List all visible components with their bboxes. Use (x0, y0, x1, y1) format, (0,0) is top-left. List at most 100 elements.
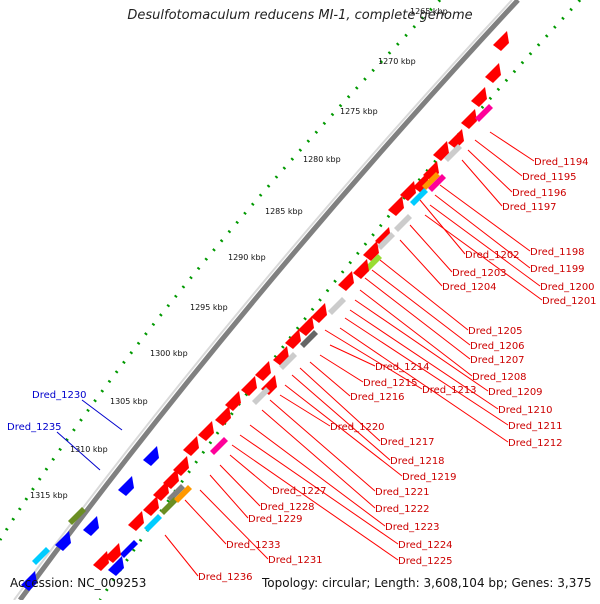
gene-label: Dred_1212 (508, 438, 563, 449)
label-leader (164, 534, 199, 577)
gene-label: Dred_1235 (7, 422, 62, 433)
gene-arrow (298, 316, 314, 336)
gene-box (32, 547, 50, 565)
label-leader (291, 374, 391, 461)
gene-box (394, 214, 412, 232)
gene-arrow (83, 516, 99, 536)
label-leader (409, 224, 453, 273)
label-leader (231, 444, 399, 561)
label-leader (209, 474, 249, 519)
gene-label: Dred_1218 (390, 456, 445, 467)
gene-label: Dred_1202 (465, 250, 520, 261)
gene-label: Dred_1216 (350, 392, 405, 403)
gene-label: Dred_1196 (512, 188, 567, 199)
gene-label: Dred_1197 (502, 202, 557, 213)
gene-box (279, 352, 297, 370)
gene-label: Dred_1227 (272, 486, 327, 497)
gene-arrow (338, 271, 354, 291)
gene-arrow (461, 109, 477, 129)
gene-features-layer (21, 31, 509, 591)
label-leader (371, 269, 471, 346)
gene-label: Dred_1231 (268, 555, 323, 566)
label-leader (359, 289, 473, 377)
gene-label: Dred_1203 (452, 268, 507, 279)
label-leader (461, 159, 503, 207)
gene-arrow (400, 181, 416, 201)
gene-label: Dred_1194 (534, 157, 589, 168)
gene-arrow (105, 543, 121, 563)
gene-box (167, 484, 185, 502)
label-leader (269, 399, 376, 492)
gene-box (428, 174, 446, 192)
label-leader (284, 384, 403, 477)
gene-arrow (285, 329, 301, 349)
gene-label: Dred_1198 (530, 247, 585, 258)
gene-box (210, 437, 228, 455)
label-leader (349, 309, 499, 410)
topology-text: Topology: circular; Length: 3,608,104 bp… (262, 576, 592, 590)
gene-arrow (433, 141, 449, 161)
scale-label: 1315 kbp (30, 491, 68, 500)
label-leader (379, 259, 469, 331)
gene-arrow (311, 303, 327, 323)
gene-arrow (55, 531, 71, 551)
gene-label: Dred_1236 (198, 572, 253, 583)
gene-box (160, 497, 178, 515)
label-leader (309, 361, 351, 397)
gene-arrow (93, 551, 109, 571)
label-leader (434, 194, 531, 269)
gene-label: Dred_1224 (398, 540, 453, 551)
gene-label: Dred_1208 (472, 372, 527, 383)
gene-label: Dred_1214 (375, 362, 430, 373)
gene-label: Dred_1201 (542, 296, 597, 307)
gene-box (144, 514, 162, 532)
scale-ring-inner (98, 0, 582, 601)
label-leader (184, 499, 227, 545)
label-leader (489, 131, 535, 162)
gene-box (364, 254, 382, 272)
gene-arrow (493, 31, 509, 51)
label-leader (261, 409, 376, 509)
gene-arrow (471, 87, 487, 107)
label-leader (199, 489, 269, 560)
accession-text: Accession: NC_009253 (10, 576, 147, 590)
gene-label: Dred_1228 (260, 502, 315, 513)
scale-label: 1280 kbp (303, 155, 341, 164)
label-leader (439, 184, 531, 252)
scale-label: 1270 kbp (378, 57, 416, 66)
gene-box (252, 387, 270, 405)
gene-box (475, 104, 493, 122)
gene-label: Dred_1230 (32, 390, 87, 401)
gene-label: Dred_1220 (330, 422, 385, 433)
label-leader (339, 327, 509, 443)
label-leader (81, 399, 123, 431)
label-leader (239, 434, 399, 545)
label-leader (344, 317, 509, 426)
gene-arrow (198, 421, 214, 441)
scale-label: 1285 kbp (265, 207, 303, 216)
label-leader (364, 277, 471, 360)
scale-label: 1295 kbp (190, 303, 228, 312)
label-leader (299, 367, 381, 442)
gene-label: Dred_1219 (402, 472, 457, 483)
gene-arrow (215, 406, 231, 426)
scale-label: 1265 kbp (410, 7, 448, 16)
scale-label: 1305 kbp (110, 397, 148, 406)
label-leader (467, 149, 513, 193)
gene-label: Dred_1204 (442, 282, 497, 293)
gene-label: Dred_1199 (530, 264, 585, 275)
gene-box (410, 188, 428, 206)
label-leader (56, 431, 101, 471)
gene-label: Dred_1206 (470, 341, 525, 352)
gene-label: Dred_1221 (375, 487, 430, 498)
gene-labels-layer: Dred_1194 Dred_1195 Dred_1196 Dred_1197 Dred… (7, 157, 597, 583)
label-leader (429, 204, 541, 287)
gene-label: Dred_1211 (508, 421, 563, 432)
gene-label: Dred_1209 (488, 387, 543, 398)
gene-label: Dred_1207 (470, 355, 525, 366)
gene-arrow (183, 436, 199, 456)
gene-arrow (241, 376, 257, 396)
gene-box (120, 540, 138, 558)
